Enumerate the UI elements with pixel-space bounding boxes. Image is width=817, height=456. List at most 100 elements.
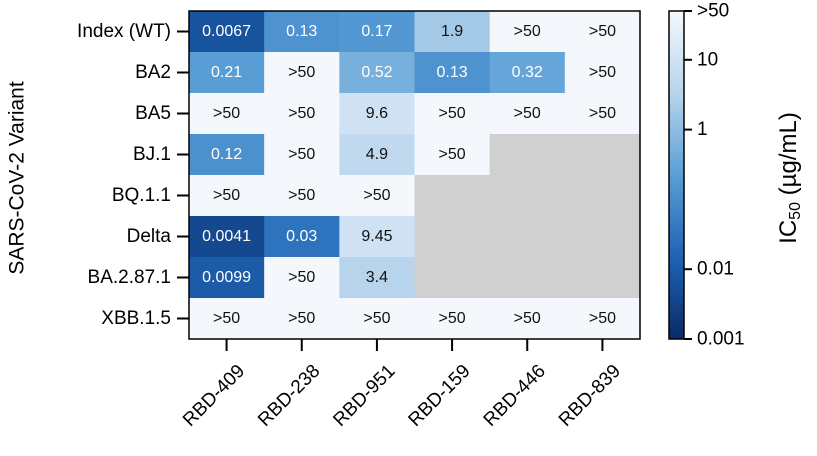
heatmap-cell-ba5-rbd-238 [264, 93, 340, 135]
plot-frame [188, 10, 641, 340]
heatmap-cell-bq-1-1-rbd-839 [564, 175, 641, 217]
heatmap-cell-xbb-1-5-rbd-446 [489, 298, 566, 340]
cell-value-label: >50 [363, 310, 390, 327]
column-label-rbd-159: RBD-159 [405, 361, 475, 431]
column-label-rbd-238: RBD-238 [254, 361, 324, 431]
heatmap-cells: 0.0067 0.13 0.17 1.9 >50 >50 0.21 >50 0.52 0.13 0.… [189, 11, 641, 340]
heatmap-cell-ba-2-87-1-rbd-446 [489, 257, 566, 299]
cell-value-label: 3.4 [366, 269, 388, 286]
cell-value-label: >50 [589, 23, 616, 40]
heatmap-cell-delta-rbd-159 [414, 216, 491, 258]
cell-value-label: 0.0099 [202, 269, 251, 286]
heatmap-cell-ba-2-87-1-rbd-159 [414, 257, 491, 299]
column-label-rbd-409: RBD-409 [179, 361, 249, 431]
heatmap-cell-bj-1-rbd-159 [414, 134, 491, 176]
cell-value-label: 9.6 [366, 105, 388, 122]
cell-value-label: 0.21 [211, 64, 242, 81]
heatmap-cell-xbb-1-5-rbd-159 [414, 298, 491, 340]
row-label-xbb-1-5: XBB.1.5 [101, 308, 171, 329]
heatmap-cell-ba5-rbd-159 [414, 93, 491, 135]
heatmap-cell-delta-rbd-446 [489, 216, 566, 258]
row-label-bq-1-1: BQ.1.1 [112, 185, 171, 206]
colorbar-label: IC50 (µg/mL) [775, 112, 804, 244]
cell-value-label: >50 [288, 64, 315, 81]
colorbar-label-unit: (µg/mL) [775, 112, 802, 202]
column-label-rbd-839: RBD-839 [555, 361, 625, 431]
row-label-index-wt: Index (WT) [77, 21, 171, 42]
heatmap-cell-ba5-rbd-839 [564, 93, 641, 135]
heatmap-cell-ba5-rbd-951 [339, 93, 416, 135]
cell-value-label: >50 [514, 105, 541, 122]
heatmap-cell-delta-rbd-409 [189, 216, 265, 258]
cell-value-label: >50 [288, 146, 315, 163]
cell-value-label: >50 [589, 64, 616, 81]
heatmap-cell-bj-1-rbd-238 [264, 134, 340, 176]
colorbar-label-sub: 50 [787, 202, 804, 220]
heatmap-cell-xbb-1-5-rbd-238 [264, 298, 340, 340]
heatmap-cell-delta-rbd-238 [264, 216, 340, 258]
column-labels: RBD-409 RBD-238 RBD-951 RBD-159 RBD-446 RBD-8… [179, 339, 625, 431]
cell-value-label: >50 [213, 187, 240, 204]
heatmap-cell-index-wt-rbd-159 [414, 11, 491, 53]
cell-value-label: 0.13 [437, 64, 468, 81]
heatmap-cell-ba2-rbd-409 [189, 52, 265, 94]
colorbar-tick-label: 0.001 [697, 329, 745, 350]
heatmap-cell-ba2-rbd-446 [489, 52, 566, 94]
cell-value-label: 9.45 [361, 228, 392, 245]
cell-value-label: >50 [589, 310, 616, 327]
heatmap-cell-index-wt-rbd-951 [339, 11, 416, 53]
heatmap-cell-index-wt-rbd-839 [564, 11, 641, 53]
colorbar-tick-label: 1 [697, 119, 708, 140]
cell-value-label: >50 [213, 105, 240, 122]
cell-value-label: >50 [213, 310, 240, 327]
heatmap-cell-ba2-rbd-839 [564, 52, 641, 94]
heatmap-cell-index-wt-rbd-409 [189, 11, 265, 53]
heatmap-cell-delta-rbd-839 [564, 216, 641, 258]
row-label-delta: Delta [127, 226, 172, 247]
row-label-bj-1: BJ.1 [133, 144, 171, 165]
heatmap-cell-bj-1-rbd-951 [339, 134, 416, 176]
heatmap-cell-bj-1-rbd-446 [489, 134, 566, 176]
cell-value-label: >50 [439, 310, 466, 327]
colorbar-gradient [668, 10, 685, 340]
cell-value-label: >50 [589, 105, 616, 122]
heatmap-cell-bq-1-1-rbd-951 [339, 175, 416, 217]
row-label-ba5: BA5 [135, 103, 171, 124]
column-label-rbd-951: RBD-951 [329, 361, 399, 431]
cell-value-label: 1.9 [441, 23, 463, 40]
heatmap-cell-xbb-1-5-rbd-409 [189, 298, 265, 340]
cell-value-label: 0.0041 [202, 228, 251, 245]
cell-value-label: 0.17 [361, 23, 392, 40]
colorbar-label-main: IC [775, 220, 802, 244]
heatmap-cell-bq-1-1-rbd-159 [414, 175, 491, 217]
heatmap-cell-ba2-rbd-238 [264, 52, 340, 94]
cell-value-label: 0.12 [211, 146, 242, 163]
heatmap-cell-bq-1-1-rbd-446 [489, 175, 566, 217]
heatmap-cell-ba5-rbd-409 [189, 93, 265, 135]
cell-value-label: >50 [514, 23, 541, 40]
cell-value-label: >50 [439, 105, 466, 122]
colorbar-tick-label: 0.01 [697, 259, 734, 280]
heatmap-cell-index-wt-rbd-446 [489, 11, 566, 53]
cell-value-label: >50 [288, 187, 315, 204]
heatmap-cell-bj-1-rbd-409 [189, 134, 265, 176]
colorbar: >50 10 1 0.01 0.001 [668, 1, 745, 350]
colorbar-tick-label: >50 [697, 1, 729, 22]
y-axis-label-group: SARS-CoV-2 Variant [6, 81, 29, 275]
y-axis-label: SARS-CoV-2 Variant [6, 81, 29, 275]
cell-value-label: 0.13 [286, 23, 317, 40]
heatmap-cell-bq-1-1-rbd-409 [189, 175, 265, 217]
heatmap-cell-ba-2-87-1-rbd-238 [264, 257, 340, 299]
heatmap-cell-ba-2-87-1-rbd-839 [564, 257, 641, 299]
heatmap-cell-ba2-rbd-951 [339, 52, 416, 94]
heatmap-cell-ba5-rbd-446 [489, 93, 566, 135]
cell-value-label: >50 [288, 310, 315, 327]
cell-value-label: >50 [514, 310, 541, 327]
cell-value-label: 4.9 [366, 146, 388, 163]
heatmap-cell-delta-rbd-951 [339, 216, 416, 258]
heatmap-cell-xbb-1-5-rbd-951 [339, 298, 416, 340]
row-labels: Index (WT) BA2 BA5 BJ.1 BQ.1.1 Delta BA.2.87.1… [77, 21, 189, 329]
heatmap-cell-ba-2-87-1-rbd-409 [189, 257, 265, 299]
heatmap-cell-bj-1-rbd-839 [564, 134, 641, 176]
